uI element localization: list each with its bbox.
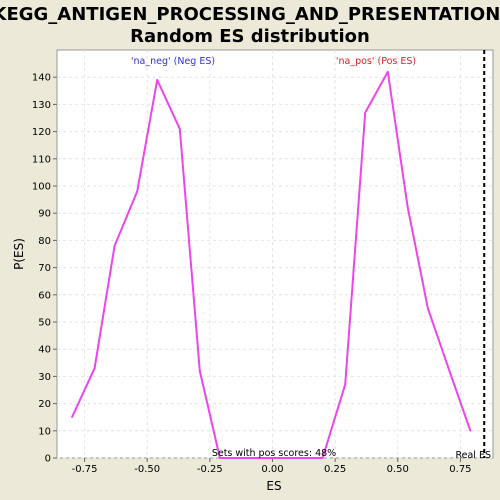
pos-scores-note: Sets with pos scores: 48% bbox=[212, 448, 336, 459]
x-tick-label: -0.25 bbox=[197, 464, 223, 475]
y-tick-label: 10 bbox=[38, 426, 51, 437]
y-tick-label: 60 bbox=[38, 290, 51, 301]
y-tick-label: 140 bbox=[32, 73, 51, 84]
grid-lines bbox=[57, 50, 493, 459]
series-layer bbox=[71, 70, 472, 459]
data-point bbox=[364, 111, 367, 114]
y-tick-label: 130 bbox=[32, 100, 51, 111]
y-axis-label: P(ES) bbox=[12, 238, 26, 270]
pos-es-label: 'na_pos' (Pos ES) bbox=[336, 56, 416, 67]
data-point bbox=[427, 307, 429, 310]
x-axis-label: ES bbox=[266, 479, 281, 493]
y-tick-label: 120 bbox=[32, 127, 51, 138]
y-tick-label: 110 bbox=[32, 154, 51, 165]
plot-area bbox=[56, 49, 494, 459]
data-point bbox=[136, 190, 138, 193]
neg-es-label: 'na_neg' (Neg ES) bbox=[131, 56, 215, 67]
data-point bbox=[156, 79, 159, 81]
real-es-label: Real ES bbox=[455, 450, 491, 461]
data-point bbox=[344, 383, 346, 386]
x-tick-label: 0.75 bbox=[449, 464, 471, 475]
data-point bbox=[113, 245, 116, 247]
y-tick-label: 20 bbox=[38, 399, 51, 410]
data-point bbox=[199, 370, 201, 372]
y-tick-label: 50 bbox=[38, 318, 51, 329]
distribution-line bbox=[71, 70, 472, 459]
data-point bbox=[469, 430, 472, 432]
x-axis-ticks: -0.75 -0.50 -0.25 0.00 0.25 0.50 0.75 bbox=[72, 458, 472, 475]
x-tick-label: -0.50 bbox=[134, 464, 160, 475]
data-point bbox=[321, 457, 324, 459]
x-tick-label: -0.75 bbox=[72, 464, 98, 475]
data-point bbox=[178, 128, 181, 130]
chart-subtitle: Random ES distribution bbox=[130, 26, 370, 47]
data-point bbox=[71, 416, 73, 419]
y-tick-label: 0 bbox=[45, 454, 51, 465]
y-tick-label: 70 bbox=[38, 263, 51, 274]
data-point bbox=[386, 70, 389, 73]
data-point bbox=[93, 367, 96, 370]
y-tick-label: 40 bbox=[38, 345, 51, 356]
chart-title: KEGG_ANTIGEN_PROCESSING_AND_PRESENTATION… bbox=[0, 4, 500, 25]
y-tick-label: 30 bbox=[38, 372, 51, 383]
y-tick-label: 100 bbox=[32, 182, 51, 193]
x-tick-label: 0.25 bbox=[324, 464, 346, 475]
y-tick-label: 90 bbox=[38, 209, 51, 220]
data-point bbox=[219, 457, 221, 459]
x-tick-label: 0.00 bbox=[261, 464, 283, 475]
x-tick-label: 0.50 bbox=[387, 464, 409, 475]
data-point bbox=[407, 206, 409, 209]
y-tick-label: 80 bbox=[38, 236, 51, 247]
y-axis-ticks: 0 10 20 30 40 50 60 70 80 90 100 110 120 130 140 bbox=[32, 73, 57, 465]
data-point bbox=[449, 372, 452, 375]
